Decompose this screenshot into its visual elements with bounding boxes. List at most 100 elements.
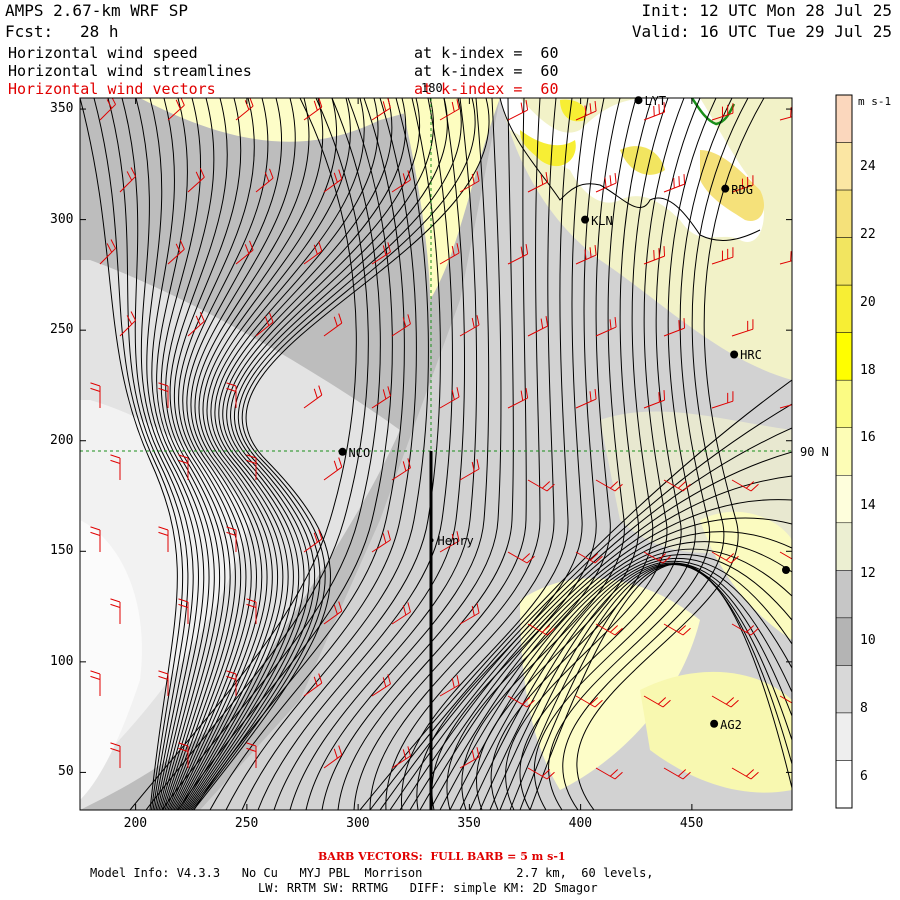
wind-barb	[711, 551, 739, 564]
wind-barb	[371, 530, 391, 553]
colorbar-label: 24	[860, 159, 876, 174]
wind-barb	[595, 173, 617, 193]
station-marker	[710, 719, 719, 728]
station-marker	[338, 447, 347, 456]
wind-barb	[459, 459, 480, 481]
station-marker	[730, 350, 739, 359]
wind-barb	[110, 454, 121, 480]
station-label: LYT	[644, 94, 667, 109]
streamline	[305, 98, 490, 810]
colorbar-swatch	[835, 189, 853, 238]
streamline	[164, 98, 231, 810]
streamline	[160, 98, 221, 810]
streamline	[145, 98, 369, 810]
wind-barb	[187, 311, 205, 337]
streamline	[169, 98, 269, 810]
lat-lon-grid	[80, 98, 792, 810]
colorbar-swatch	[835, 760, 853, 809]
wind-barb	[391, 170, 411, 193]
wind-barb	[643, 695, 671, 708]
meridian-label: 180	[421, 81, 443, 95]
streamline	[161, 98, 381, 810]
wind-barb	[779, 404, 792, 409]
wind-barb	[323, 169, 343, 193]
station-marker	[634, 96, 643, 105]
wind-barb	[391, 746, 411, 769]
wind-barb	[187, 167, 205, 193]
streamline	[321, 98, 502, 810]
streamline	[385, 98, 557, 810]
station-label: Henry	[437, 534, 474, 549]
wind-barb	[800, 176, 822, 192]
streamline	[166, 98, 242, 810]
y-tick-label: 200	[50, 432, 74, 448]
wind-barb	[99, 98, 117, 121]
streamline	[409, 499, 792, 810]
wind-barb	[575, 695, 603, 708]
wind-barb	[731, 175, 754, 193]
wind-barb	[439, 387, 460, 409]
wind-barb	[663, 479, 691, 492]
streamline	[519, 563, 792, 810]
wind-barb	[643, 246, 666, 265]
wind-barb	[439, 243, 460, 265]
wind-barb	[779, 551, 792, 560]
streamline	[175, 98, 324, 810]
station-marker	[581, 215, 590, 224]
streamline	[533, 98, 717, 810]
wind-barb	[110, 598, 121, 624]
x-tick-label: 450	[679, 816, 704, 831]
streamline	[548, 98, 733, 810]
wind-barb	[575, 101, 597, 121]
wind-barb	[800, 480, 826, 491]
model-title: AMPS 2.67-km WRF SP	[5, 1, 189, 20]
wind-barb	[459, 171, 480, 193]
wind-barb	[90, 670, 101, 696]
wind-barb	[303, 98, 323, 121]
init-time: Init: 12 UTC Mon 28 Jul 25	[641, 1, 892, 20]
wind-barb	[371, 674, 391, 697]
colorbar-swatch	[835, 570, 853, 619]
parallel-label: 90 N	[800, 445, 829, 459]
model-info-line-1: Model Info: V4.3.3 No Cu MYJ PBL Morriso…	[90, 866, 654, 880]
streamline	[80, 98, 178, 810]
field-name-vectors: Horizontal wind vectors	[8, 80, 216, 98]
wind-barb	[779, 107, 792, 121]
wind-barb	[439, 675, 460, 697]
streamline	[187, 98, 434, 810]
colorbar-label: 12	[860, 566, 876, 581]
wind-barb	[575, 245, 597, 265]
field-level-vectors: at k-index = 60	[414, 80, 559, 98]
streamline	[490, 98, 669, 810]
wind-barb	[246, 454, 257, 480]
wind-barb	[158, 382, 169, 408]
wind-barb	[527, 172, 549, 193]
streamline	[273, 98, 466, 810]
wind-barb	[459, 315, 480, 337]
wind-barb	[371, 242, 391, 265]
wind-barb	[226, 382, 237, 408]
wind-barb	[507, 100, 529, 121]
colorbar-units: m s-1	[858, 95, 892, 108]
y-tick-label: 350	[50, 101, 74, 117]
wind-barb	[731, 479, 759, 492]
y-tick-label: 50	[58, 764, 74, 780]
streamline	[167, 98, 255, 810]
wind-barb	[391, 458, 411, 481]
streamline	[241, 98, 441, 810]
streamline	[257, 98, 453, 810]
wind-barb	[507, 244, 529, 265]
colorbar-swatch	[835, 379, 853, 428]
streamline	[225, 98, 429, 810]
wind-barb	[371, 98, 391, 121]
wind-barb	[663, 318, 686, 337]
streamline	[337, 98, 514, 810]
wind-barb	[99, 239, 117, 265]
wind-barb	[439, 99, 460, 121]
streamline	[469, 557, 792, 810]
streamline	[188, 98, 448, 810]
colorbar-label: 20	[860, 295, 876, 310]
wind-barb	[595, 317, 617, 337]
wind-barb	[711, 695, 739, 708]
map-frame	[79, 97, 793, 811]
